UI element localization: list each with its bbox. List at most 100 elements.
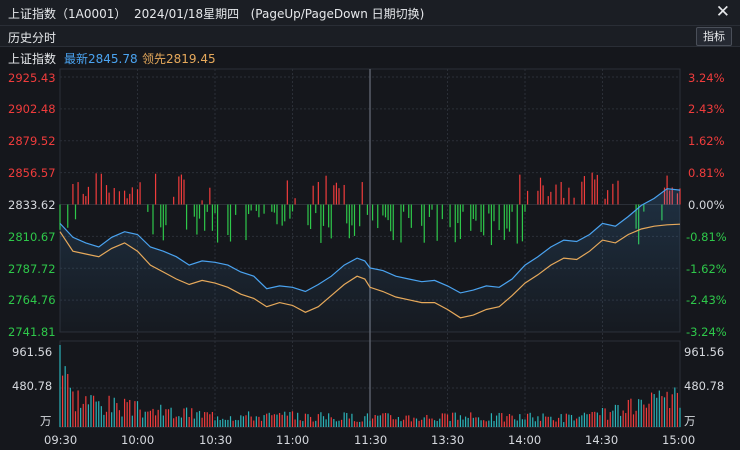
volume-bar — [493, 420, 495, 427]
volume-bar — [167, 409, 170, 427]
volume-bar — [315, 420, 317, 427]
volume-bar — [64, 366, 66, 427]
volume-bar — [95, 401, 97, 427]
up-bar — [154, 173, 157, 205]
down-bar — [400, 204, 402, 243]
up-bar — [113, 188, 115, 205]
volume-bar — [276, 414, 278, 427]
down-bar — [475, 204, 477, 221]
volume-bar — [501, 413, 503, 427]
volume-bar — [74, 411, 77, 427]
volume-bar — [459, 415, 462, 427]
volume-bar — [454, 412, 456, 427]
volume-tick-label: 961.56 — [12, 345, 53, 359]
volume-bar — [286, 415, 288, 427]
down-bar — [214, 204, 216, 214]
volume-bar — [224, 419, 226, 427]
volume-bar — [154, 415, 157, 427]
volume-bar — [521, 419, 524, 427]
volume-bar — [273, 414, 276, 427]
volume-bar — [105, 411, 108, 427]
volume-bar — [607, 419, 609, 427]
toolbar: 历史分时 指标 — [0, 26, 740, 47]
down-bar — [59, 204, 61, 230]
volume-bar — [304, 413, 307, 427]
up-bar — [286, 180, 288, 205]
down-bar — [348, 204, 350, 239]
volume-bar — [61, 375, 64, 427]
up-bar — [100, 173, 102, 205]
volume-bar — [441, 413, 443, 427]
down-bar — [384, 204, 387, 218]
volume-bar — [320, 412, 322, 427]
volume-bar — [222, 418, 224, 427]
close-icon[interactable]: ✕ — [715, 2, 730, 22]
up-bar — [178, 176, 180, 205]
volume-bar — [648, 403, 650, 427]
legend-latest-value: 最新2845.78 — [64, 52, 138, 66]
down-bar — [516, 204, 518, 244]
down-bar — [353, 204, 356, 236]
volume-bar — [663, 397, 666, 427]
volume-unit-label: 万 — [40, 414, 52, 428]
down-bar — [152, 204, 154, 235]
volume-bar — [346, 413, 348, 427]
price-tick-label: 2925.43 — [8, 71, 56, 85]
down-bar — [470, 204, 472, 231]
volume-bar — [462, 419, 464, 427]
volume-bar — [175, 416, 177, 427]
volume-bar — [240, 415, 242, 427]
volume-bar — [67, 373, 69, 427]
volume-bar — [477, 417, 480, 427]
volume-bar — [614, 404, 617, 427]
up-bar — [596, 174, 598, 205]
volume-bar — [309, 416, 312, 427]
volume-bar — [658, 390, 660, 427]
time-tick-label: 15:00 — [662, 433, 696, 447]
volume-bar — [524, 419, 526, 427]
up-bar — [617, 180, 619, 205]
volume-bar — [374, 414, 376, 427]
volume-bar — [666, 391, 668, 427]
up-bar — [519, 174, 521, 205]
volume-bar — [516, 420, 518, 427]
volume-bar — [674, 387, 676, 427]
down-bar — [459, 204, 462, 239]
volume-bar — [645, 407, 648, 427]
volume-bar — [188, 416, 190, 427]
volume-bar — [299, 420, 301, 427]
up-bar — [343, 184, 345, 205]
volume-bar — [364, 416, 366, 427]
volume-bar — [671, 394, 673, 427]
down-bar — [483, 204, 485, 236]
volume-bar — [555, 421, 557, 427]
up-bar — [550, 191, 552, 205]
volume-bar — [59, 345, 61, 427]
down-bar — [402, 204, 405, 212]
volume-bar — [625, 413, 627, 427]
up-bar — [607, 190, 609, 205]
volume-bar — [542, 413, 544, 427]
down-bar — [198, 204, 201, 219]
volume-bar — [545, 416, 547, 427]
time-tick-label: 09:30 — [44, 433, 78, 447]
price-tick-label: 2879.52 — [8, 134, 56, 148]
volume-bar — [488, 420, 490, 427]
volume-bar — [619, 415, 622, 427]
down-bar — [271, 204, 273, 212]
down-bar — [428, 204, 431, 217]
volume-bar — [560, 414, 562, 427]
up-bar — [560, 181, 562, 205]
latest-area — [60, 188, 680, 332]
history-intraday-tab[interactable]: 历史分时 — [8, 31, 57, 45]
up-bar — [183, 179, 185, 205]
volume-bar — [650, 392, 653, 427]
volume-bar — [333, 418, 335, 427]
volume-bar — [578, 416, 580, 427]
volume-bar — [508, 414, 511, 427]
volume-bar — [638, 399, 640, 427]
volume-bar — [242, 416, 245, 427]
down-bar — [315, 204, 317, 214]
indicator-button[interactable]: 指标 — [696, 27, 732, 46]
